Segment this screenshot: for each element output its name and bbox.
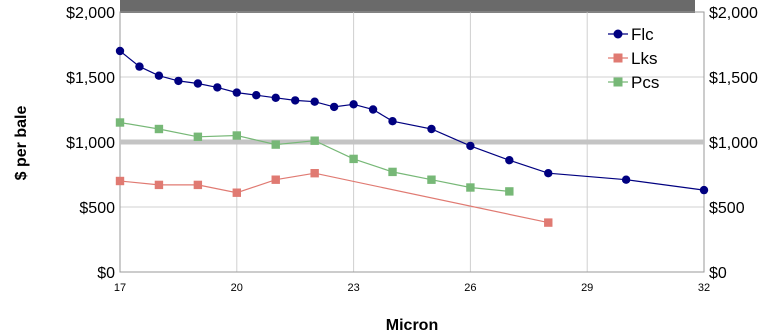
left-axis-ticks: $0 $500 $1,000 $1,500 $2,000 xyxy=(66,5,115,282)
series-flc xyxy=(116,47,708,195)
data-point-flc xyxy=(622,176,630,184)
legend-marker-flc xyxy=(614,30,623,39)
data-point-lks xyxy=(233,189,241,197)
y-tick-label-left: $500 xyxy=(79,200,115,217)
y-tick-label-right: $2,000 xyxy=(709,5,758,22)
series-lks xyxy=(116,169,553,227)
legend-item-pcs: Pcs xyxy=(608,73,659,92)
data-point-flc xyxy=(330,103,338,111)
data-point-pcs xyxy=(116,118,124,126)
legend-label-pcs: Pcs xyxy=(631,73,659,92)
x-tick-label: 17 xyxy=(114,282,126,294)
data-point-flc xyxy=(272,94,280,102)
data-point-pcs xyxy=(466,183,474,191)
data-point-flc xyxy=(544,169,552,177)
x-tick-label: 29 xyxy=(581,282,593,294)
y-axis-label: $ per bale xyxy=(13,106,30,181)
legend: Flc Lks Pcs xyxy=(608,25,659,92)
series-line-lks xyxy=(120,173,548,222)
title-bar xyxy=(120,0,695,13)
data-point-flc xyxy=(155,72,163,80)
data-point-lks xyxy=(272,176,280,184)
data-point-lks xyxy=(155,181,163,189)
data-point-flc xyxy=(174,77,182,85)
data-point-flc xyxy=(466,142,474,150)
data-point-lks xyxy=(310,169,318,177)
data-point-flc xyxy=(700,186,708,194)
y-tick-label-right: $500 xyxy=(709,200,745,217)
data-point-pcs xyxy=(310,137,318,145)
data-point-pcs xyxy=(388,168,396,176)
legend-label-flc: Flc xyxy=(631,25,654,44)
data-point-pcs xyxy=(194,133,202,141)
x-axis-label: Micron xyxy=(386,317,438,334)
data-point-pcs xyxy=(349,155,357,163)
x-tick-label: 32 xyxy=(698,282,710,294)
data-point-flc xyxy=(194,79,202,87)
data-point-pcs xyxy=(233,131,241,139)
data-point-flc xyxy=(213,83,221,91)
series-pcs xyxy=(116,118,514,195)
data-point-flc xyxy=(252,91,260,99)
series-line-flc xyxy=(120,51,704,190)
legend-label-lks: Lks xyxy=(631,49,657,68)
data-point-flc xyxy=(388,117,396,125)
data-point-flc xyxy=(116,47,124,55)
data-point-pcs xyxy=(155,125,163,133)
data-point-pcs xyxy=(272,140,280,148)
y-tick-label-right: $0 xyxy=(709,265,727,282)
legend-marker-pcs xyxy=(614,78,623,87)
right-axis-ticks: $0 $500 $1,000 $1,500 $2,000 xyxy=(709,5,758,282)
data-point-flc xyxy=(427,125,435,133)
y-tick-label-left: $1,500 xyxy=(66,70,115,87)
data-point-flc xyxy=(233,88,241,96)
series-line-pcs xyxy=(120,123,509,192)
data-point-flc xyxy=(310,98,318,106)
x-axis-ticks: 17 20 23 26 29 32 xyxy=(114,282,710,294)
legend-marker-lks xyxy=(614,54,623,63)
legend-item-flc: Flc xyxy=(608,25,654,44)
data-point-lks xyxy=(544,218,552,226)
y-tick-label-right: $1,500 xyxy=(709,70,758,87)
x-tick-label: 26 xyxy=(464,282,476,294)
data-point-flc xyxy=(369,105,377,113)
data-point-flc xyxy=(135,62,143,70)
data-point-flc xyxy=(291,96,299,104)
y-tick-label-left: $1,000 xyxy=(66,135,115,152)
data-point-pcs xyxy=(505,187,513,195)
y-tick-label-left: $0 xyxy=(97,265,115,282)
series-layer xyxy=(116,47,708,227)
x-tick-label: 20 xyxy=(231,282,243,294)
data-point-flc xyxy=(349,100,357,108)
data-point-pcs xyxy=(427,176,435,184)
data-point-flc xyxy=(505,156,513,164)
data-point-lks xyxy=(194,181,202,189)
legend-item-lks: Lks xyxy=(608,49,657,68)
y-tick-label-left: $2,000 xyxy=(66,5,115,22)
x-tick-label: 23 xyxy=(347,282,359,294)
data-point-lks xyxy=(116,177,124,185)
y-tick-label-right: $1,000 xyxy=(709,135,758,152)
